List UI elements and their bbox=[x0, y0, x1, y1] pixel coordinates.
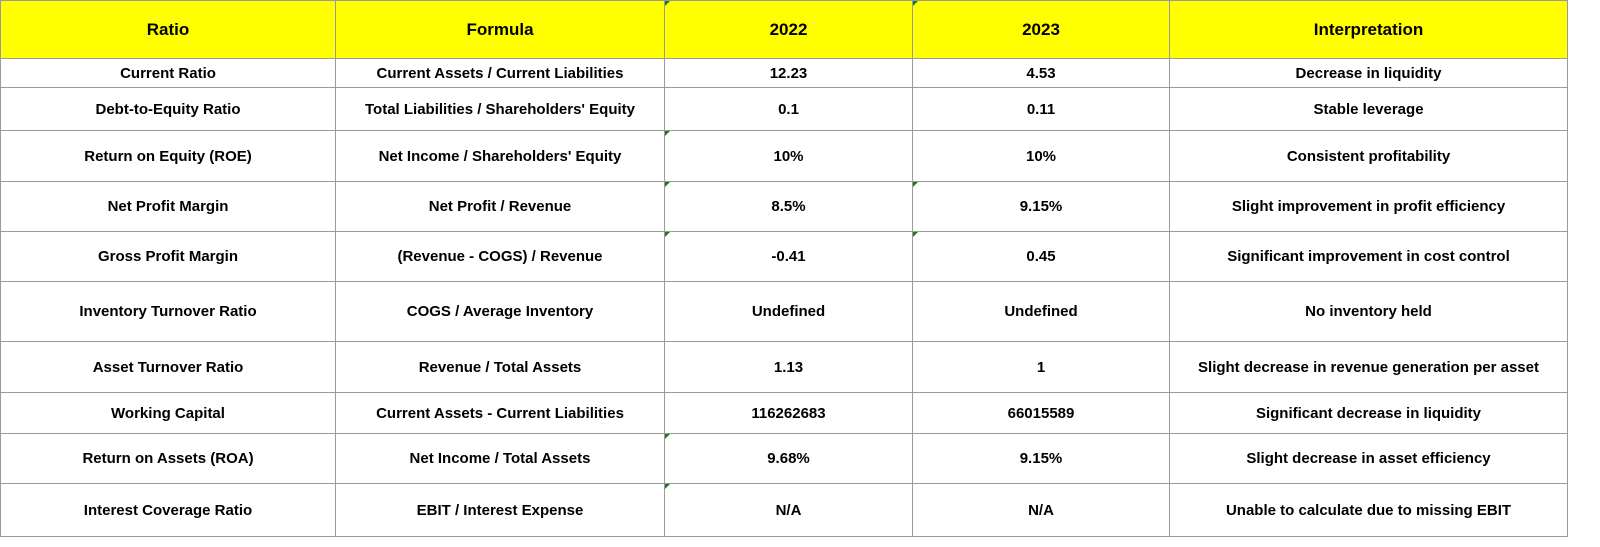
table-row: Net Profit Margin Net Profit / Revenue 8… bbox=[0, 181, 1568, 232]
cell-interpretation[interactable]: Slight improvement in profit efficiency bbox=[1169, 181, 1568, 232]
table-row: Interest Coverage Ratio EBIT / Interest … bbox=[0, 483, 1568, 537]
cell-interpretation[interactable]: No inventory held bbox=[1169, 281, 1568, 342]
cell-interpretation[interactable]: Slight decrease in revenue generation pe… bbox=[1169, 341, 1568, 393]
cell-2023[interactable]: 1 bbox=[912, 341, 1170, 393]
cell-interpretation[interactable]: Significant decrease in liquidity bbox=[1169, 392, 1568, 434]
header-ratio[interactable]: Ratio bbox=[0, 0, 336, 59]
cell-formula[interactable]: Net Income / Total Assets bbox=[335, 433, 665, 484]
cell-formula[interactable]: Net Income / Shareholders' Equity bbox=[335, 130, 665, 182]
cell-2022[interactable]: 8.5% bbox=[664, 181, 913, 232]
cell-2022[interactable]: 10% bbox=[664, 130, 913, 182]
table-row: Return on Assets (ROA) Net Income / Tota… bbox=[0, 433, 1568, 484]
cell-formula[interactable]: Revenue / Total Assets bbox=[335, 341, 665, 393]
table-row: Inventory Turnover Ratio COGS / Average … bbox=[0, 281, 1568, 342]
cell-ratio[interactable]: Current Ratio bbox=[0, 58, 336, 88]
cell-formula[interactable]: EBIT / Interest Expense bbox=[335, 483, 665, 537]
cell-ratio[interactable]: Asset Turnover Ratio bbox=[0, 341, 336, 393]
financial-ratios-table: Ratio Formula 2022 2023 Interpretation C… bbox=[0, 0, 1568, 537]
cell-formula[interactable]: Total Liabilities / Shareholders' Equity bbox=[335, 87, 665, 131]
cell-formula[interactable]: Current Assets / Current Liabilities bbox=[335, 58, 665, 88]
cell-interpretation[interactable]: Consistent profitability bbox=[1169, 130, 1568, 182]
cell-2022[interactable]: Undefined bbox=[664, 281, 913, 342]
cell-2023[interactable]: 4.53 bbox=[912, 58, 1170, 88]
cell-ratio[interactable]: Debt-to-Equity Ratio bbox=[0, 87, 336, 131]
cell-2022[interactable]: N/A bbox=[664, 483, 913, 537]
cell-ratio[interactable]: Working Capital bbox=[0, 392, 336, 434]
cell-interpretation[interactable]: Decrease in liquidity bbox=[1169, 58, 1568, 88]
cell-ratio[interactable]: Gross Profit Margin bbox=[0, 231, 336, 282]
cell-ratio[interactable]: Return on Equity (ROE) bbox=[0, 130, 336, 182]
cell-formula[interactable]: COGS / Average Inventory bbox=[335, 281, 665, 342]
table-row: Asset Turnover Ratio Revenue / Total Ass… bbox=[0, 341, 1568, 393]
table-row: Current Ratio Current Assets / Current L… bbox=[0, 58, 1568, 88]
cell-formula[interactable]: Net Profit / Revenue bbox=[335, 181, 665, 232]
cell-2022[interactable]: 0.1 bbox=[664, 87, 913, 131]
header-2023[interactable]: 2023 bbox=[912, 0, 1170, 59]
cell-interpretation[interactable]: Slight decrease in asset efficiency bbox=[1169, 433, 1568, 484]
cell-2023[interactable]: N/A bbox=[912, 483, 1170, 537]
cell-2022[interactable]: -0.41 bbox=[664, 231, 913, 282]
cell-formula[interactable]: Current Assets - Current Liabilities bbox=[335, 392, 665, 434]
cell-2022[interactable]: 1.13 bbox=[664, 341, 913, 393]
cell-2023[interactable]: 0.11 bbox=[912, 87, 1170, 131]
table-row: Working Capital Current Assets - Current… bbox=[0, 392, 1568, 434]
header-row: Ratio Formula 2022 2023 Interpretation bbox=[0, 0, 1568, 59]
cell-2022[interactable]: 116262683 bbox=[664, 392, 913, 434]
cell-2022[interactable]: 9.68% bbox=[664, 433, 913, 484]
header-2022[interactable]: 2022 bbox=[664, 0, 913, 59]
header-formula[interactable]: Formula bbox=[335, 0, 665, 59]
cell-2023[interactable]: 66015589 bbox=[912, 392, 1170, 434]
table-row: Gross Profit Margin (Revenue - COGS) / R… bbox=[0, 231, 1568, 282]
cell-ratio[interactable]: Interest Coverage Ratio bbox=[0, 483, 336, 537]
cell-2023[interactable]: 0.45 bbox=[912, 231, 1170, 282]
cell-ratio[interactable]: Net Profit Margin bbox=[0, 181, 336, 232]
cell-formula[interactable]: (Revenue - COGS) / Revenue bbox=[335, 231, 665, 282]
cell-interpretation[interactable]: Unable to calculate due to missing EBIT bbox=[1169, 483, 1568, 537]
cell-2023[interactable]: 10% bbox=[912, 130, 1170, 182]
table-row: Debt-to-Equity Ratio Total Liabilities /… bbox=[0, 87, 1568, 131]
cell-2023[interactable]: Undefined bbox=[912, 281, 1170, 342]
cell-2023[interactable]: 9.15% bbox=[912, 433, 1170, 484]
cell-interpretation[interactable]: Significant improvement in cost control bbox=[1169, 231, 1568, 282]
cell-ratio[interactable]: Return on Assets (ROA) bbox=[0, 433, 336, 484]
cell-2022[interactable]: 12.23 bbox=[664, 58, 913, 88]
header-interpretation[interactable]: Interpretation bbox=[1169, 0, 1568, 59]
cell-interpretation[interactable]: Stable leverage bbox=[1169, 87, 1568, 131]
cell-ratio[interactable]: Inventory Turnover Ratio bbox=[0, 281, 336, 342]
cell-2023[interactable]: 9.15% bbox=[912, 181, 1170, 232]
table-row: Return on Equity (ROE) Net Income / Shar… bbox=[0, 130, 1568, 182]
